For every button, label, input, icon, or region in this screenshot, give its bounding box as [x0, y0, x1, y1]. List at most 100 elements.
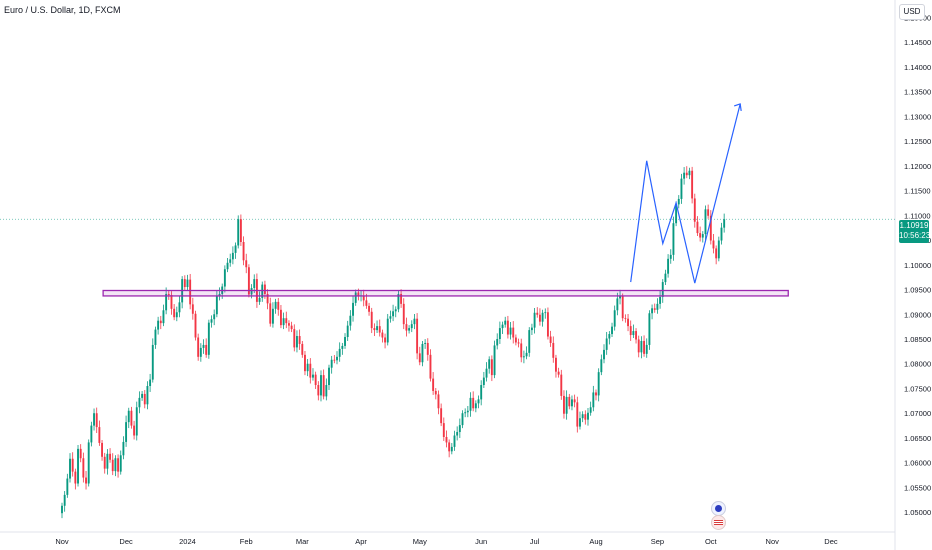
candle-body[interactable] [282, 318, 285, 326]
candle-body[interactable] [191, 304, 194, 314]
candle-body[interactable] [701, 234, 704, 238]
candle-body[interactable] [304, 354, 306, 372]
candle-body[interactable] [485, 368, 488, 378]
candle-body[interactable] [103, 456, 106, 469]
candle-body[interactable] [237, 219, 240, 246]
candle-body[interactable] [336, 356, 338, 361]
candle-body[interactable] [194, 313, 197, 338]
candle-body[interactable] [693, 198, 696, 222]
candle-body[interactable] [402, 303, 405, 325]
candle-body[interactable] [661, 282, 664, 297]
candle-body[interactable] [288, 323, 290, 326]
candle-body[interactable] [151, 344, 154, 380]
candle-body[interactable] [154, 329, 157, 345]
candle-body[interactable] [373, 328, 376, 331]
candle-body[interactable] [215, 296, 218, 315]
candle-body[interactable] [723, 219, 726, 228]
candle-body[interactable] [242, 241, 245, 261]
candle-body[interactable] [231, 252, 234, 260]
candle-body[interactable] [165, 293, 168, 311]
candle-body[interactable] [101, 442, 103, 457]
candle-body[interactable] [619, 296, 621, 299]
candle-body[interactable] [477, 399, 480, 404]
candle-body[interactable] [109, 453, 112, 460]
candle-body[interactable] [517, 342, 520, 344]
candle-body[interactable] [397, 293, 400, 310]
candle-body[interactable] [162, 310, 165, 324]
candle-body[interactable] [549, 336, 552, 343]
candle-body[interactable] [429, 354, 432, 379]
candle-body[interactable] [461, 413, 464, 426]
candle-body[interactable] [707, 209, 710, 216]
candle-body[interactable] [122, 441, 125, 456]
candle-body[interactable] [202, 344, 205, 348]
candle-body[interactable] [85, 477, 87, 484]
candle-body[interactable] [133, 425, 136, 436]
candle-body[interactable] [365, 300, 368, 306]
candle-body[interactable] [413, 318, 416, 325]
candle-body[interactable] [218, 293, 221, 297]
candle-body[interactable] [213, 314, 216, 320]
currency-button[interactable]: USD [899, 4, 925, 20]
candle-body[interactable] [579, 418, 581, 427]
candle-body[interactable] [290, 325, 293, 330]
candle-body[interactable] [437, 394, 440, 409]
candle-body[interactable] [688, 170, 691, 176]
candle-body[interactable] [525, 352, 528, 357]
candle-body[interactable] [445, 436, 448, 443]
candle-body[interactable] [135, 407, 138, 436]
candle-body[interactable] [669, 254, 672, 259]
candle-body[interactable] [704, 209, 707, 235]
candle-body[interactable] [125, 422, 128, 442]
candle-body[interactable] [645, 344, 648, 354]
candle-body[interactable] [506, 320, 509, 335]
candle-body[interactable] [330, 359, 333, 368]
candle-body[interactable] [453, 435, 456, 447]
candle-body[interactable] [685, 172, 688, 176]
candle-body[interactable] [552, 342, 555, 358]
candle-body[interactable] [341, 345, 344, 349]
candle-body[interactable] [597, 372, 600, 396]
candle-body[interactable] [293, 329, 296, 348]
candle-body[interactable] [186, 279, 189, 288]
candle-body[interactable] [405, 324, 408, 331]
candle-body[interactable] [226, 262, 229, 270]
candle-body[interactable] [672, 223, 675, 255]
candle-body[interactable] [239, 219, 242, 242]
candle-body[interactable] [573, 399, 576, 403]
candle-body[interactable] [458, 425, 461, 433]
candle-body[interactable] [381, 332, 384, 338]
candle-body[interactable] [175, 312, 178, 318]
candle-body[interactable] [159, 320, 162, 324]
candle-body[interactable] [432, 378, 435, 391]
candle-body[interactable] [285, 318, 288, 324]
candle-body[interactable] [613, 310, 616, 327]
candle-body[interactable] [568, 396, 571, 407]
candle-body[interactable] [667, 258, 670, 274]
candle-body[interactable] [346, 325, 349, 338]
candle-body[interactable] [386, 318, 389, 343]
candle-body[interactable] [392, 311, 395, 317]
candle-body[interactable] [77, 448, 79, 484]
candle-body[interactable] [250, 288, 253, 295]
candle-body[interactable] [296, 336, 298, 348]
candle-body[interactable] [93, 413, 95, 426]
candle-body[interactable] [498, 328, 501, 339]
candle-body[interactable] [600, 359, 603, 373]
candle-body[interactable] [378, 326, 381, 333]
candle-body[interactable] [143, 393, 146, 405]
candle-body[interactable] [79, 448, 82, 459]
candle-body[interactable] [536, 312, 539, 315]
candle-body[interactable] [605, 338, 608, 350]
candle-body[interactable] [66, 478, 69, 495]
candle-body[interactable] [541, 312, 544, 322]
candle-body[interactable] [576, 402, 579, 427]
candle-body[interactable] [146, 386, 149, 405]
candle-body[interactable] [709, 215, 712, 241]
candle-body[interactable] [595, 392, 597, 396]
candle-body[interactable] [616, 298, 619, 311]
candle-body[interactable] [538, 314, 541, 322]
candle-body[interactable] [418, 353, 421, 363]
candle-body[interactable] [277, 301, 280, 310]
